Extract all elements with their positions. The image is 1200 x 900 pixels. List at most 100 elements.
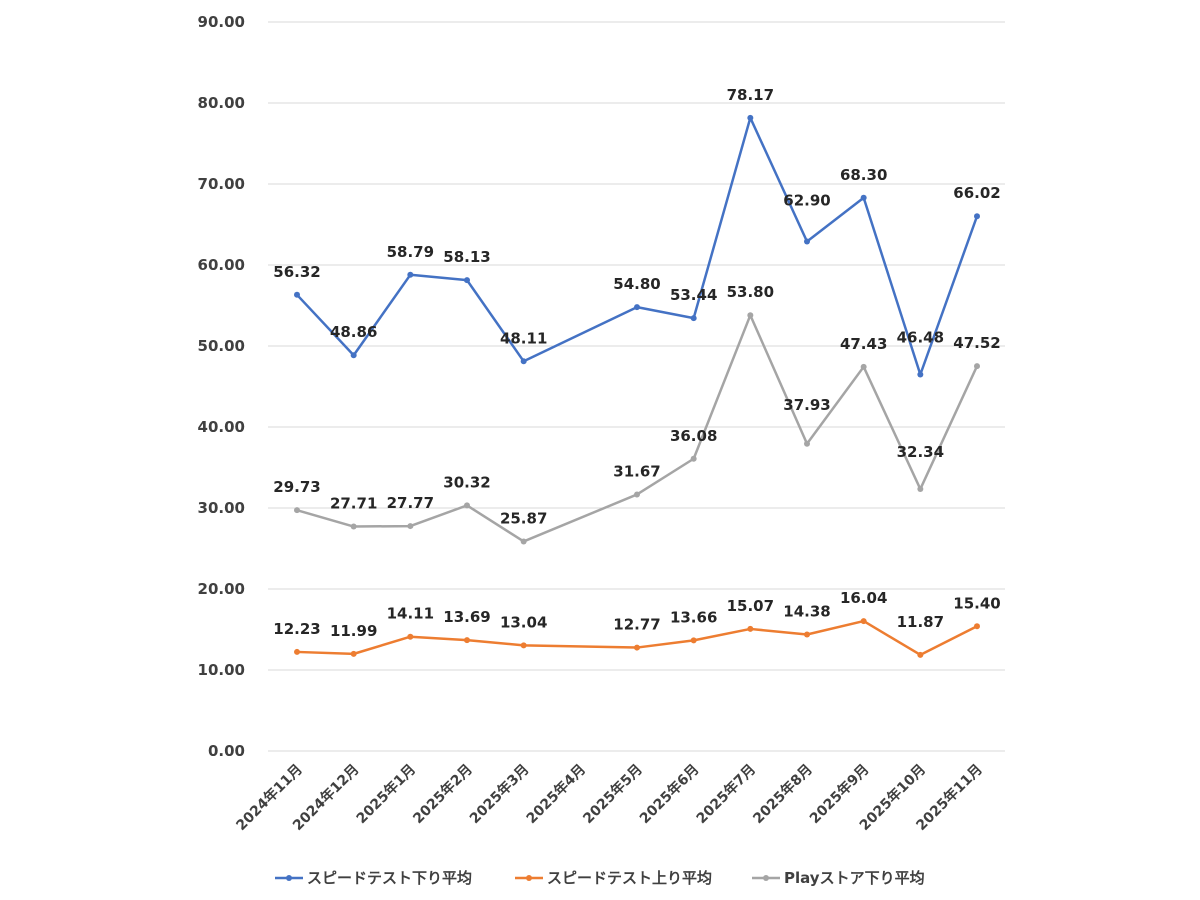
data-label: 14.11 (387, 605, 434, 623)
data-point (464, 502, 470, 509)
data-point (407, 523, 414, 530)
gridlines (268, 21, 1005, 752)
data-label: 37.93 (783, 396, 830, 414)
y-tick-label: 70.00 (198, 175, 245, 193)
series-lines (296, 116, 979, 657)
y-tick-label: 40.00 (198, 418, 245, 436)
data-label: 32.34 (897, 443, 944, 461)
data-point (407, 271, 414, 278)
data-label: 78.17 (727, 86, 774, 104)
data-label: 14.38 (783, 603, 830, 621)
data-label: 30.32 (443, 473, 490, 491)
data-point (407, 633, 414, 640)
data-point (860, 363, 867, 370)
data-point (804, 631, 810, 638)
x-tick-label: 2025年6月 (636, 761, 702, 827)
legend-marker (526, 875, 532, 881)
data-label: 46.48 (897, 329, 944, 347)
x-tick-label: 2025年1月 (353, 761, 419, 827)
data-label: 47.52 (953, 334, 1000, 352)
data-point (804, 440, 810, 447)
data-label: 58.13 (443, 248, 490, 266)
data-point (917, 371, 924, 378)
x-tick-label: 2025年7月 (693, 761, 759, 827)
x-tick-label: 2025年8月 (750, 761, 816, 827)
x-tick-label: 2025年5月 (580, 761, 646, 827)
series-line (296, 619, 978, 657)
data-label: 47.43 (840, 335, 887, 353)
x-tick-label: 2025年2月 (410, 761, 476, 827)
y-tick-label: 60.00 (198, 256, 245, 274)
data-label: 62.90 (783, 192, 830, 210)
data-point (917, 486, 924, 493)
data-point (804, 238, 810, 245)
data-point (690, 315, 697, 322)
data-label: 48.11 (500, 329, 547, 347)
data-point (350, 650, 357, 657)
legend-label: スピードテスト下り平均 (307, 869, 472, 887)
data-label: 15.07 (727, 597, 774, 615)
legend-label: Playストア下り平均 (784, 869, 925, 887)
series-points (294, 114, 980, 658)
series-line (296, 116, 979, 376)
data-point (350, 523, 357, 530)
data-point (520, 358, 527, 365)
data-label: 11.99 (330, 622, 377, 640)
series-line (296, 313, 979, 543)
data-label: 12.77 (613, 616, 660, 634)
y-tick-label: 10.00 (198, 661, 245, 679)
data-point (520, 538, 527, 545)
data-point (520, 642, 527, 649)
data-label: 13.66 (670, 608, 717, 626)
data-point (747, 312, 754, 319)
data-label: 29.73 (273, 478, 320, 496)
data-point (464, 277, 470, 284)
data-point (974, 363, 980, 370)
data-label: 12.23 (273, 620, 320, 638)
data-label: 27.77 (387, 494, 434, 512)
data-label: 13.04 (500, 613, 547, 631)
y-tick-label: 20.00 (198, 580, 245, 598)
y-tick-label: 0.00 (208, 742, 245, 760)
data-label: 48.86 (330, 323, 377, 341)
x-tick-label: 2025年3月 (466, 761, 532, 827)
data-label: 54.80 (613, 275, 660, 293)
data-point (860, 618, 867, 625)
data-point (690, 455, 697, 462)
data-point (974, 623, 980, 630)
data-point (747, 114, 754, 121)
data-label: 11.87 (897, 613, 944, 631)
data-label: 31.67 (613, 462, 660, 480)
data-point (974, 213, 980, 220)
data-point (747, 625, 754, 632)
data-label: 53.80 (727, 283, 774, 301)
y-tick-label: 90.00 (198, 13, 245, 31)
data-label: 27.71 (330, 495, 377, 513)
legend: スピードテスト下り平均 スピードテスト上り平均 Playストア下り平均 (275, 869, 925, 887)
legend-marker (763, 875, 769, 881)
x-axis: 2024年11月2024年12月2025年1月2025年2月2025年3月202… (233, 761, 986, 834)
data-point (690, 637, 697, 644)
data-point (294, 291, 300, 298)
data-point (294, 648, 300, 655)
data-point (860, 194, 867, 201)
data-label: 36.08 (670, 427, 717, 445)
data-labels: 56.32 48.86 58.79 58.13 48.11 54.80 53.44 78.17… (273, 86, 1000, 640)
y-tick-label: 50.00 (198, 337, 245, 355)
legend-marker (286, 875, 292, 881)
data-label: 66.02 (953, 184, 1000, 202)
y-tick-label: 80.00 (198, 94, 245, 112)
data-label: 56.32 (273, 263, 320, 281)
data-label: 25.87 (500, 509, 547, 527)
data-point (294, 507, 300, 514)
data-label: 13.69 (443, 608, 490, 626)
legend-label: スピードテスト上り平均 (547, 869, 712, 887)
data-point (634, 491, 640, 498)
data-label: 58.79 (387, 243, 434, 261)
data-point (634, 644, 640, 651)
data-point (634, 304, 640, 311)
data-label: 53.44 (670, 286, 717, 304)
data-point (917, 651, 924, 658)
data-label: 15.40 (953, 594, 1000, 612)
